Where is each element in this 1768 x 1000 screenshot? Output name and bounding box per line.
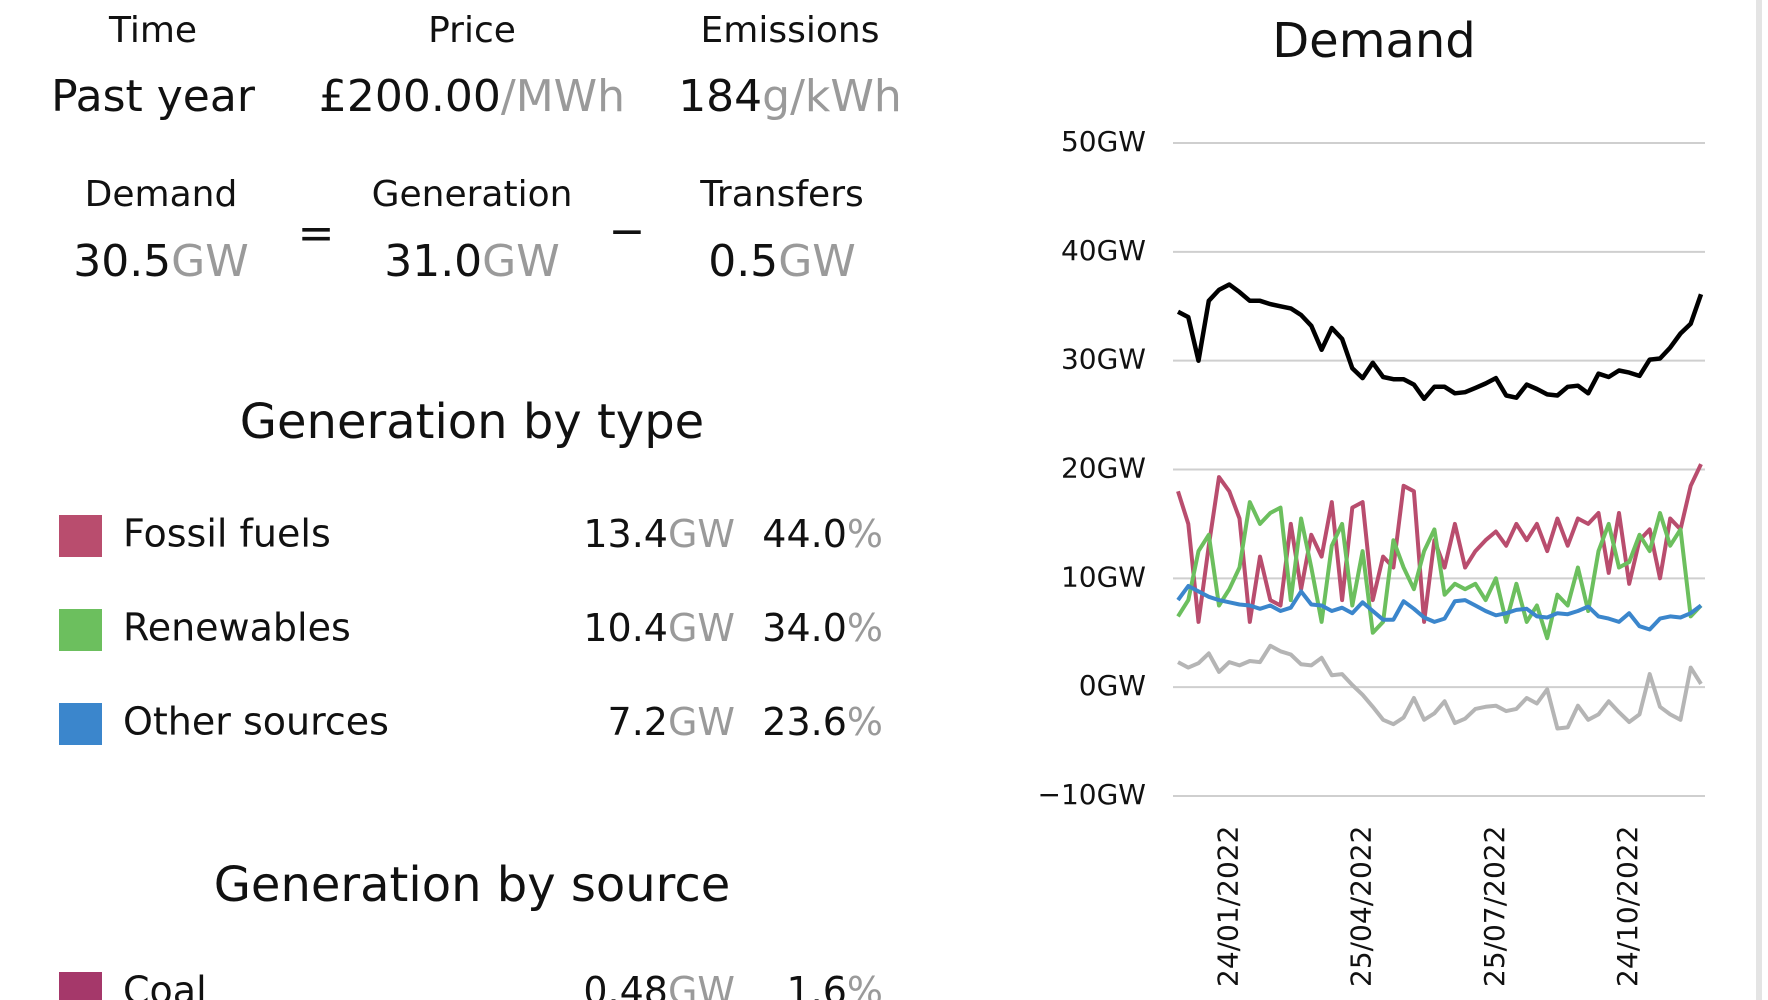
price-value: £200.00 <box>319 71 501 122</box>
row-power-value: 13.4 <box>583 512 668 556</box>
demand-unit: GW <box>171 236 249 287</box>
price-unit: /MWh <box>501 71 625 122</box>
scrollbar <box>1756 0 1762 1000</box>
data-line <box>1176 584 1703 632</box>
x-tick-label: 24/01/2022 <box>1211 826 1244 987</box>
price: £200.00/MWh <box>319 71 625 122</box>
demand: 30.5GW <box>73 236 249 287</box>
row-power-value: 10.4 <box>583 606 668 650</box>
data-line <box>1176 282 1704 402</box>
data-line <box>1177 643 1703 731</box>
transfers-unit: GW <box>778 236 856 287</box>
row-power: 0.48GW <box>583 969 735 1000</box>
row-share-unit: % <box>847 700 883 744</box>
emissions-unit: g/kWh <box>762 71 902 122</box>
emissions-label: Emissions <box>701 10 880 51</box>
legend-swatch <box>59 515 102 557</box>
row-share: 44.0% <box>762 512 883 556</box>
data-line <box>1176 500 1703 641</box>
generation-unit: GW <box>482 236 560 287</box>
equals-sign: = <box>298 208 335 259</box>
time-label: Time <box>108 10 197 51</box>
row-name: Fossil fuels <box>123 512 331 556</box>
row-power: 13.4GW <box>583 512 735 556</box>
y-tick-label: −10GW <box>1038 778 1146 811</box>
section-title: Generation by source <box>214 857 731 913</box>
row-share: 34.0% <box>762 606 883 650</box>
time-value: Past year <box>51 71 256 122</box>
minus-sign: − <box>609 206 646 257</box>
row-power-value: 7.2 <box>608 700 668 744</box>
emissions: 184g/kWh <box>678 71 902 122</box>
row-name: Other sources <box>123 700 389 744</box>
row-power-unit: GW <box>668 700 735 744</box>
y-tick-label: 10GW <box>1061 560 1146 593</box>
x-tick-label: 24/10/2022 <box>1611 826 1644 987</box>
row-name: Renewables <box>123 606 351 650</box>
row-share-unit: % <box>847 969 883 1000</box>
demand-value: 30.5 <box>73 236 171 287</box>
generation: 31.0GW <box>384 236 560 287</box>
row-power: 10.4GW <box>583 606 735 650</box>
row-share-unit: % <box>847 606 883 650</box>
legend-swatch <box>59 703 102 745</box>
row-share: 23.6% <box>762 700 883 744</box>
x-tick-label: 25/07/2022 <box>1478 826 1511 987</box>
legend-swatch <box>59 972 102 1000</box>
transfers-value: 0.5 <box>708 236 778 287</box>
row-share-value: 23.6 <box>762 700 847 744</box>
row-share: 1.6% <box>786 969 883 1000</box>
y-tick-label: 0GW <box>1079 669 1146 702</box>
transfers: 0.5GW <box>708 236 856 287</box>
row-power-unit: GW <box>668 512 735 556</box>
demand-label: Demand <box>85 174 238 215</box>
row-power: 7.2GW <box>608 700 735 744</box>
y-tick-label: 20GW <box>1061 452 1146 485</box>
transfers-label: Transfers <box>699 174 864 215</box>
row-share-unit: % <box>847 512 883 556</box>
row-share-value: 34.0 <box>762 606 847 650</box>
x-tick-label: 25/04/2022 <box>1345 826 1378 987</box>
row-power-unit: GW <box>668 969 735 1000</box>
row-power-value: 0.48 <box>583 969 668 1000</box>
row-share-value: 1.6 <box>786 969 846 1000</box>
generation-value: 31.0 <box>384 236 482 287</box>
y-tick-label: 40GW <box>1061 234 1146 267</box>
legend-swatch <box>59 609 102 651</box>
price-label: Price <box>428 10 516 51</box>
section-title: Generation by type <box>240 394 704 450</box>
row-name: Coal <box>123 969 207 1000</box>
chart-title: Demand <box>1272 13 1476 69</box>
generation-label: Generation <box>372 174 573 215</box>
y-tick-label: 30GW <box>1061 343 1146 376</box>
data-line <box>1176 463 1703 624</box>
row-power-unit: GW <box>668 606 735 650</box>
row-share-value: 44.0 <box>762 512 847 556</box>
emissions-value: 184 <box>678 71 762 122</box>
y-tick-label: 50GW <box>1061 125 1146 158</box>
